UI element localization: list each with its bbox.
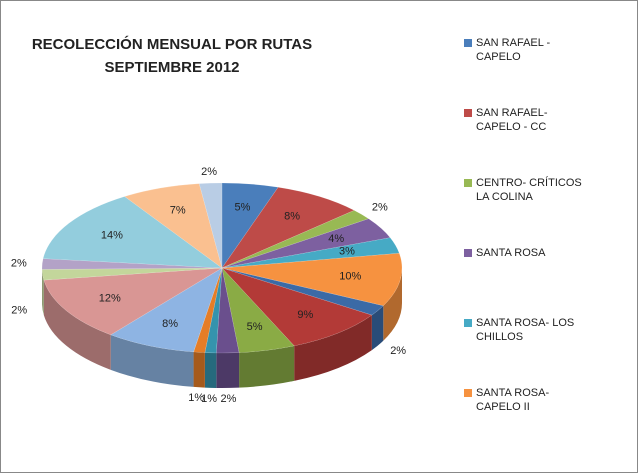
- data-label: 8%: [162, 318, 178, 330]
- slice: [193, 267, 223, 353]
- slice: [221, 267, 295, 353]
- slice: [42, 196, 223, 269]
- data-label: 1%: [188, 392, 204, 404]
- slice-side: [294, 315, 372, 381]
- slice: [221, 237, 400, 269]
- legend-swatch: [464, 179, 472, 187]
- legend-label: SANTA ROSA: [476, 247, 546, 259]
- slice: [124, 183, 223, 269]
- data-label: 1%: [201, 393, 217, 405]
- legend-item: SAN RAFAEL - CAPELO: [464, 36, 624, 64]
- data-label: 5%: [235, 201, 251, 213]
- chart-subtitle: SEPTIEMBRE 2012: [104, 59, 239, 76]
- slice: [221, 182, 279, 269]
- data-label: 2%: [11, 257, 27, 269]
- slice-side: [204, 352, 217, 388]
- data-label: 7%: [170, 204, 186, 216]
- slice-side: [216, 352, 240, 388]
- slice: [221, 218, 391, 269]
- slice: [198, 182, 223, 269]
- legend-swatch: [464, 39, 472, 47]
- slice: [221, 252, 403, 307]
- legend-swatch: [464, 109, 472, 117]
- data-label: 2%: [11, 305, 27, 317]
- slice-side: [371, 305, 384, 351]
- data-label: 9%: [297, 309, 313, 321]
- slice: [43, 267, 223, 336]
- data-label: 2%: [390, 345, 406, 357]
- slice: [110, 267, 223, 353]
- data-label: 12%: [99, 293, 121, 305]
- legend-label: SANTA ROSA- LOS CHILLOS: [476, 317, 575, 343]
- chart-title: RECOLECCIÓN MENSUAL POR RUTAS: [32, 35, 312, 53]
- data-label: 8%: [284, 210, 300, 222]
- legend-item: SANTA ROSA- CAPELO II: [464, 386, 624, 414]
- legend-label: SANTA ROSA- CAPELO II: [476, 387, 550, 413]
- data-label: 4%: [328, 233, 344, 245]
- slice-side: [239, 345, 295, 388]
- data-label: 2%: [221, 393, 237, 405]
- data-label: 2%: [201, 166, 217, 178]
- slice: [221, 267, 373, 347]
- data-label: 14%: [101, 230, 123, 242]
- legend-item: CENTRO- CRÍTICOS LA COLINA: [464, 176, 624, 204]
- legend-swatch: [464, 319, 472, 327]
- data-label: 5%: [247, 321, 263, 333]
- slice-side: [193, 351, 205, 388]
- slice: [216, 267, 240, 354]
- data-label: 2%: [372, 201, 388, 213]
- legend-item: SANTA ROSA- LOS CHILLOS: [464, 316, 624, 344]
- legend-item: SAN RAFAEL- CAPELO - CC: [464, 106, 624, 134]
- slice: [221, 186, 355, 269]
- slice: [221, 267, 384, 316]
- slice-side: [383, 268, 402, 341]
- slice-side: [42, 269, 44, 316]
- legend-swatch: [464, 249, 472, 257]
- legend-swatch: [464, 389, 472, 397]
- slice: [204, 267, 223, 354]
- legend-item: SANTA ROSA: [464, 246, 624, 260]
- slice: [221, 210, 370, 269]
- data-label: 10%: [339, 271, 361, 283]
- slice-side: [43, 280, 111, 370]
- legend-label: SAN RAFAEL- CAPELO - CC: [476, 107, 548, 133]
- slice-side: [110, 334, 194, 387]
- slice: [41, 258, 223, 270]
- data-label: 3%: [339, 246, 355, 258]
- legend-label: SAN RAFAEL - CAPELO: [476, 37, 551, 63]
- legend-label: CENTRO- CRÍTICOS LA COLINA: [476, 177, 582, 203]
- slice: [41, 267, 223, 281]
